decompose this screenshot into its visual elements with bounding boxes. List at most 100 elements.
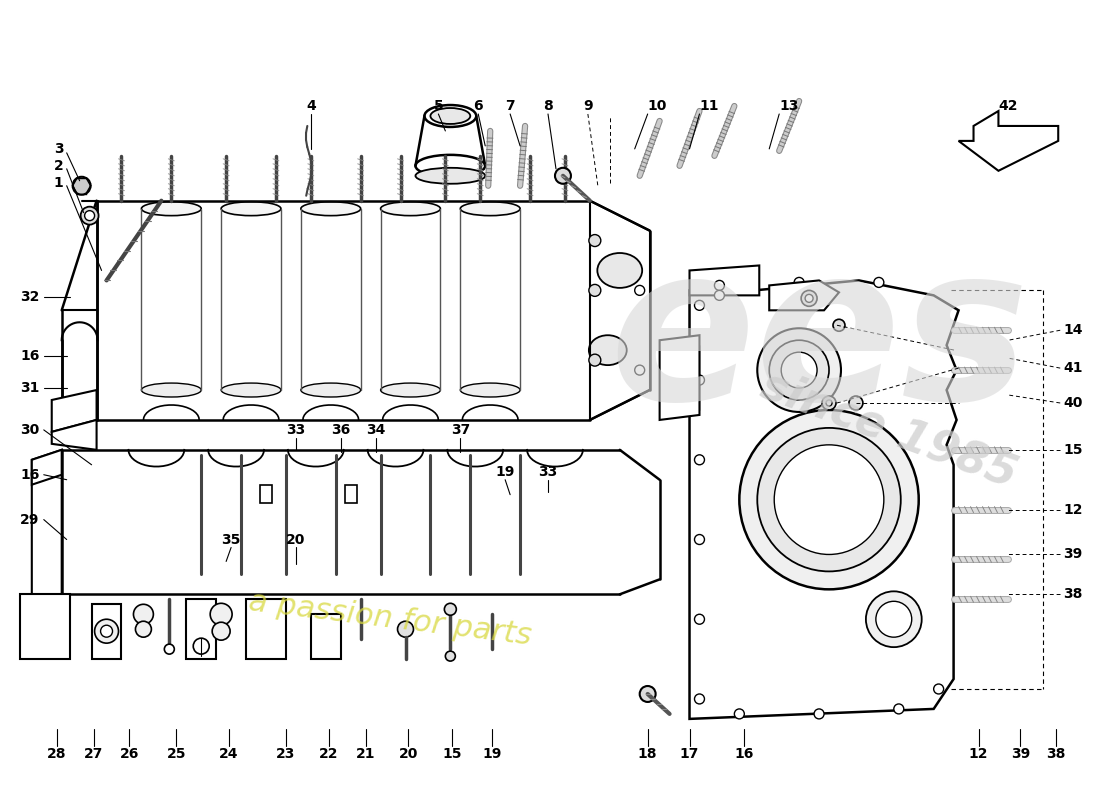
Circle shape: [826, 400, 832, 406]
Polygon shape: [91, 604, 121, 659]
Text: 15: 15: [442, 746, 462, 761]
Text: 10: 10: [647, 99, 667, 113]
Ellipse shape: [142, 202, 201, 216]
Text: ees: ees: [609, 236, 1030, 445]
Text: 8: 8: [543, 99, 553, 113]
Circle shape: [194, 638, 209, 654]
Text: 13: 13: [780, 99, 799, 113]
Circle shape: [73, 177, 90, 194]
Circle shape: [757, 428, 901, 571]
Text: 20: 20: [286, 533, 306, 546]
Text: 40: 40: [1064, 396, 1082, 410]
Ellipse shape: [221, 202, 280, 216]
Text: 15: 15: [1064, 443, 1082, 457]
Circle shape: [635, 365, 645, 375]
Circle shape: [814, 709, 824, 719]
Polygon shape: [52, 420, 97, 450]
Ellipse shape: [416, 168, 485, 184]
Circle shape: [95, 619, 119, 643]
Circle shape: [694, 694, 704, 704]
Circle shape: [635, 286, 645, 295]
Circle shape: [833, 319, 845, 331]
Ellipse shape: [381, 202, 440, 216]
Circle shape: [866, 591, 922, 647]
Circle shape: [774, 445, 883, 554]
Circle shape: [80, 206, 99, 225]
Polygon shape: [52, 390, 97, 432]
Text: 41: 41: [1064, 361, 1082, 375]
Text: 16: 16: [20, 468, 40, 482]
Polygon shape: [20, 594, 69, 659]
Ellipse shape: [416, 155, 485, 177]
Circle shape: [805, 294, 813, 302]
Text: 7: 7: [505, 99, 515, 113]
Circle shape: [556, 168, 571, 184]
Circle shape: [694, 534, 704, 545]
Text: 36: 36: [331, 423, 351, 437]
Circle shape: [876, 602, 912, 637]
Polygon shape: [32, 450, 62, 485]
Text: 27: 27: [84, 746, 103, 761]
Text: 17: 17: [680, 746, 700, 761]
Text: 2: 2: [54, 159, 64, 173]
Circle shape: [588, 285, 601, 296]
Ellipse shape: [142, 383, 201, 397]
Circle shape: [85, 210, 95, 221]
Text: 23: 23: [276, 746, 296, 761]
Circle shape: [694, 375, 704, 385]
Ellipse shape: [221, 383, 280, 397]
Text: 24: 24: [219, 746, 239, 761]
Ellipse shape: [597, 253, 642, 288]
Polygon shape: [690, 266, 759, 295]
Circle shape: [640, 686, 656, 702]
Text: 33: 33: [538, 465, 558, 478]
Text: 34: 34: [366, 423, 385, 437]
Circle shape: [212, 622, 230, 640]
Text: 4: 4: [306, 99, 316, 113]
Text: 3: 3: [54, 142, 64, 156]
Text: 19: 19: [483, 746, 502, 761]
Circle shape: [397, 622, 414, 637]
Text: 26: 26: [120, 746, 140, 761]
Circle shape: [873, 278, 883, 287]
Text: 33: 33: [286, 423, 306, 437]
Text: 21: 21: [356, 746, 375, 761]
Polygon shape: [660, 335, 700, 420]
Ellipse shape: [460, 202, 520, 216]
Ellipse shape: [588, 335, 627, 365]
Circle shape: [694, 614, 704, 624]
Circle shape: [757, 328, 842, 412]
Circle shape: [714, 290, 725, 300]
Bar: [260, 485, 272, 502]
Text: 11: 11: [700, 99, 719, 113]
Circle shape: [714, 281, 725, 290]
Circle shape: [210, 603, 232, 626]
Circle shape: [446, 651, 455, 661]
Circle shape: [894, 704, 904, 714]
Text: 37: 37: [451, 423, 470, 437]
Bar: [344, 485, 356, 502]
Text: 1: 1: [54, 176, 64, 190]
Text: 39: 39: [1011, 746, 1030, 761]
Text: 38: 38: [1046, 746, 1066, 761]
Circle shape: [133, 604, 153, 624]
Circle shape: [769, 340, 829, 400]
Ellipse shape: [381, 383, 440, 397]
Circle shape: [135, 622, 152, 637]
Circle shape: [100, 626, 112, 637]
Circle shape: [694, 300, 704, 310]
Circle shape: [822, 396, 836, 410]
Text: 12: 12: [969, 746, 988, 761]
Text: 25: 25: [166, 746, 186, 761]
Polygon shape: [246, 599, 286, 659]
Circle shape: [934, 684, 944, 694]
Circle shape: [694, 455, 704, 465]
Ellipse shape: [460, 383, 520, 397]
Ellipse shape: [301, 202, 361, 216]
Polygon shape: [958, 111, 1058, 170]
Text: 19: 19: [495, 465, 515, 478]
Text: 22: 22: [319, 746, 339, 761]
Text: 30: 30: [20, 423, 40, 437]
Circle shape: [794, 278, 804, 287]
Circle shape: [164, 644, 174, 654]
